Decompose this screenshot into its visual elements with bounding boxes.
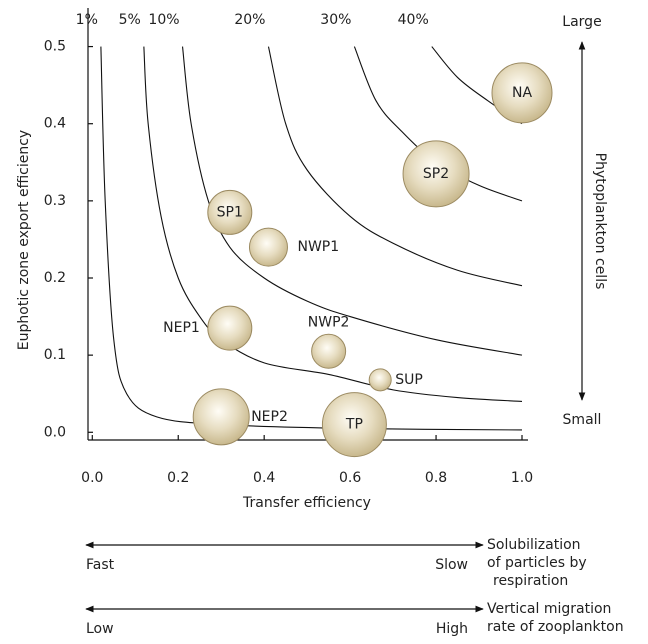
bubble — [192, 388, 250, 446]
bubble — [207, 189, 253, 235]
bubble — [402, 140, 470, 208]
scale-label: Solubilization — [487, 537, 581, 553]
contour-label: 1% — [76, 12, 98, 28]
scale-left-label: Fast — [86, 557, 115, 573]
scale-label: respiration — [493, 573, 568, 589]
scale-right-label: Slow — [435, 557, 468, 573]
y-tick-label: 0.5 — [44, 39, 66, 55]
x-tick-label: 1.0 — [511, 470, 533, 486]
contour-label: 5% — [119, 12, 141, 28]
y-tick-label: 0.4 — [44, 116, 66, 132]
right-top-label: Large — [562, 14, 601, 30]
x-axis-label: Transfer efficiency — [242, 495, 371, 511]
scale-right-label: High — [436, 621, 468, 637]
scale-label: rate of zooplankton — [487, 619, 624, 635]
bubble-label: SP2 — [423, 166, 449, 182]
right-bottom-label: Small — [563, 412, 602, 428]
bubble-label: NEP2 — [251, 409, 288, 425]
y-tick-label: 0.3 — [44, 193, 66, 209]
contour-label: 10% — [148, 12, 179, 28]
bubble — [207, 305, 253, 351]
contour-label: 20% — [234, 12, 265, 28]
bubble-label: TP — [345, 417, 363, 433]
bubble-label: NWP2 — [308, 314, 350, 330]
right-axis-label: Phytoplankton cells — [592, 153, 608, 290]
bubble-label: SUP — [395, 372, 423, 388]
scale-label: of particles by — [487, 555, 587, 571]
y-axis-label: Euphotic zone export efficiency — [16, 130, 32, 350]
x-tick-label: 0.6 — [339, 470, 361, 486]
bubble — [321, 392, 387, 458]
bubble — [368, 368, 392, 392]
x-tick-label: 0.4 — [253, 470, 275, 486]
bubble-label: NEP1 — [163, 320, 200, 336]
contour-label: 30% — [320, 12, 351, 28]
scale-left-label: Low — [86, 621, 114, 637]
bubble-label: NWP1 — [297, 239, 339, 255]
bubble-label: NA — [512, 85, 532, 101]
y-tick-label: 0.0 — [44, 424, 66, 440]
bubble — [311, 333, 347, 369]
x-tick-label: 0.2 — [167, 470, 189, 486]
bubble — [491, 62, 553, 124]
bubble-label: SP1 — [217, 204, 243, 220]
y-tick-label: 0.2 — [44, 270, 66, 286]
contour-line — [267, 46, 523, 287]
bubble — [248, 227, 288, 267]
x-tick-label: 0.8 — [425, 470, 447, 486]
scale-label: Vertical migration — [487, 601, 611, 617]
y-tick-label: 0.1 — [44, 347, 66, 363]
x-tick-label: 0.0 — [81, 470, 103, 486]
contour-label: 40% — [398, 12, 429, 28]
contour-line — [181, 46, 523, 356]
